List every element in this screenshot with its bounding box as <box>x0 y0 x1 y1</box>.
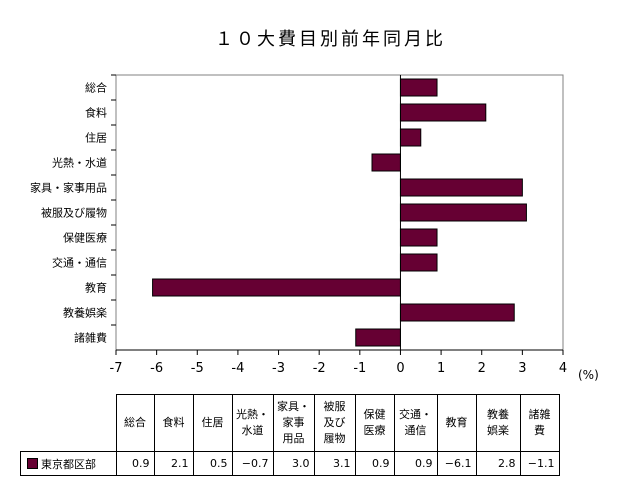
x-tick-label: -3 <box>272 361 285 376</box>
table-header-text: 食料 <box>162 416 185 429</box>
table-header-text: 家具・ <box>277 400 310 413</box>
x-tick-label: -5 <box>191 361 204 376</box>
table-header-row: 総合 食料 住居 光熱・ 水道 家具・ 家事 用品 被服 及び 履物 保健 医療 交通・ 通信 教育 教養 娯楽諸… <box>20 394 560 452</box>
table-header-text: 被服 <box>323 400 346 413</box>
category-label: 総合 <box>85 81 107 95</box>
table-values-row: 東京都区部 0.9 2.1 0.5 −0.7 3.0 3.1 0.9 0.9 −6.1 2.8 −1… <box>20 451 560 476</box>
bar-保健医療 <box>399 228 438 247</box>
table-value-cell: 0.9 <box>115 451 155 476</box>
bar-住居 <box>399 128 422 147</box>
category-label: 交通・通信 <box>52 256 107 270</box>
table-header-cell: 保健 医療 <box>354 394 395 452</box>
table-header-cell: 住居 <box>192 394 233 452</box>
table-corner-cell <box>20 394 117 452</box>
series-legend-cell: 東京都区部 <box>20 451 117 476</box>
category-label: 家具・家事用品 <box>30 181 107 195</box>
bar-家具・家事用品 <box>399 178 523 197</box>
table-header-text: 保健 <box>363 408 386 421</box>
category-label: 光熱・水道 <box>52 156 107 170</box>
x-tick-label: 1 <box>437 361 445 376</box>
table-value-cell: −1.1 <box>519 451 560 476</box>
x-tick-label: -2 <box>313 361 326 376</box>
table-header-cell: 教養 娯楽 <box>475 394 521 452</box>
x-tick-label: 4 <box>559 361 567 376</box>
table-value-cell: 0.9 <box>354 451 395 476</box>
category-label: 教育 <box>85 281 107 295</box>
table-value-cell: 3.1 <box>313 451 356 476</box>
data-table: 総合 食料 住居 光熱・ 水道 家具・ 家事 用品 被服 及び 履物 保健 医療 交通・ 通信 教育 教養 娯楽諸… <box>20 394 560 476</box>
table-header-text: 諸雑 <box>528 408 551 421</box>
bar-総合 <box>399 78 438 97</box>
table-value-cell: 0.5 <box>192 451 233 476</box>
table-header-text: 交通・ <box>399 408 432 421</box>
bar-教育 <box>152 278 401 297</box>
x-tick-label: -6 <box>150 361 163 376</box>
category-label: 食料 <box>85 106 107 120</box>
table-header-cell: 諸雑費 <box>519 394 560 452</box>
table-value-cell: 2.1 <box>153 451 194 476</box>
bar-交通・通信 <box>399 253 438 272</box>
table-header-cell: 交通・ 通信 <box>393 394 438 452</box>
x-tick-label: 3 <box>518 361 526 376</box>
x-tick-label: 0 <box>396 361 404 376</box>
x-tick-label: 2 <box>478 361 486 376</box>
table-header-cell: 被服 及び 履物 <box>313 394 356 452</box>
table-header-cell: 総合 <box>115 394 155 452</box>
series-name: 東京都区部 <box>41 457 96 471</box>
table-value-cell: 3.0 <box>272 451 315 476</box>
table-value-cell: 2.8 <box>475 451 521 476</box>
table-value-cell: −0.7 <box>231 451 274 476</box>
table-header-text: 及び <box>323 416 346 429</box>
table-header-text: 用品 <box>282 432 305 445</box>
category-label: 住居 <box>85 131 107 145</box>
table-value-cell: −6.1 <box>436 451 477 476</box>
bar-教養娯楽 <box>399 303 515 322</box>
table-header-text: 光熱・ <box>236 408 269 421</box>
x-tick-label: -1 <box>353 361 366 376</box>
bar-食料 <box>399 103 487 122</box>
table-header-text: 医療 <box>363 424 386 437</box>
table-header-text: 水道 <box>241 424 264 437</box>
table-header-text: 費 <box>534 424 545 437</box>
table-header-cell: 光熱・ 水道 <box>231 394 274 452</box>
unit-label: (%) <box>578 368 599 382</box>
table-header-cell: 家具・ 家事 用品 <box>272 394 315 452</box>
bar-諸雑費 <box>355 328 401 347</box>
table-header-text: 総合 <box>124 416 146 429</box>
table-header-text: 住居 <box>201 416 224 429</box>
bar-被服及び履物 <box>399 203 527 222</box>
category-label: 被服及び履物 <box>41 206 107 220</box>
table-header-text: 教育 <box>445 416 468 429</box>
x-tick-label: -4 <box>231 361 244 376</box>
table-header-text: 履物 <box>323 432 346 445</box>
table-header-text: 娯楽 <box>487 424 509 437</box>
table-value-cell: 0.9 <box>393 451 438 476</box>
x-tick-label: -7 <box>110 361 123 376</box>
table-header-cell: 食料 <box>153 394 194 452</box>
table-header-text: 家事 <box>282 416 305 429</box>
table-header-text: 教養 <box>487 408 509 421</box>
category-label: 保健医療 <box>63 231 107 245</box>
series-swatch <box>27 457 38 469</box>
bar-chart: 総合食料住居光熱・水道家具・家事用品被服及び履物保健医療交通・通信教育教養娯楽諸… <box>30 74 567 376</box>
table-header-text: 通信 <box>404 424 427 437</box>
bar-光熱・水道 <box>371 153 401 172</box>
category-label: 教養娯楽 <box>63 306 107 320</box>
chart-title: １０大費目別前年同月比 <box>215 29 446 50</box>
table-header-cell: 教育 <box>436 394 477 452</box>
category-label: 諸雑費 <box>74 331 107 345</box>
